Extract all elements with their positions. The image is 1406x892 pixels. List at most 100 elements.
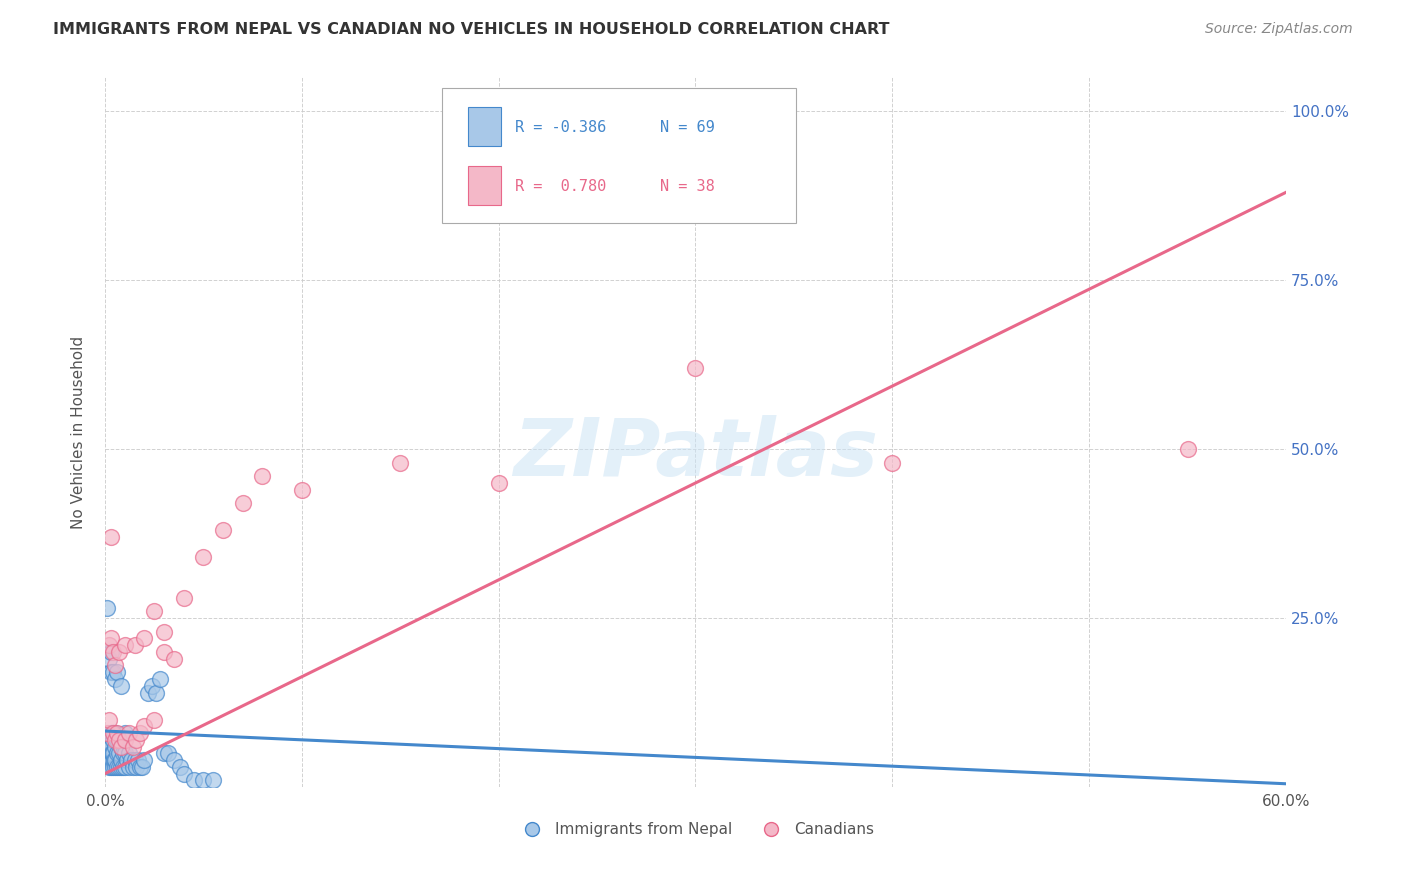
- Point: [100, 645, 122, 659]
- Point: [183, 773, 205, 788]
- Text: N = 38: N = 38: [659, 178, 714, 194]
- Point: [134, 632, 156, 646]
- Point: [153, 747, 176, 761]
- Point: [124, 638, 146, 652]
- Point: [169, 760, 191, 774]
- Point: [212, 524, 235, 538]
- Point: [202, 773, 225, 788]
- Point: [291, 483, 314, 497]
- Point: [117, 726, 139, 740]
- Point: [105, 760, 128, 774]
- Point: [104, 658, 127, 673]
- Point: [153, 645, 176, 659]
- Point: [100, 760, 122, 774]
- Point: [143, 713, 166, 727]
- Point: [110, 679, 132, 693]
- Point: [101, 753, 124, 767]
- Point: [141, 679, 163, 693]
- Point: [104, 726, 127, 740]
- Point: [104, 672, 127, 686]
- Point: [143, 604, 166, 618]
- Point: [127, 753, 149, 767]
- Point: [97, 760, 120, 774]
- Point: [97, 732, 120, 747]
- Point: [145, 685, 167, 699]
- Point: [101, 747, 124, 761]
- Point: [114, 760, 136, 774]
- Point: [97, 638, 120, 652]
- Point: [173, 766, 195, 780]
- Point: [134, 753, 156, 767]
- Point: [98, 739, 121, 754]
- Point: [110, 739, 132, 754]
- FancyBboxPatch shape: [441, 88, 796, 223]
- Point: [173, 591, 195, 605]
- Point: [129, 760, 152, 774]
- Point: [101, 732, 124, 747]
- Point: [104, 760, 127, 774]
- Point: [193, 550, 215, 565]
- Point: [98, 753, 121, 767]
- Point: [131, 760, 153, 774]
- Text: ZIPatlas: ZIPatlas: [513, 415, 877, 492]
- Point: [110, 753, 132, 767]
- Point: [101, 760, 124, 774]
- Point: [117, 760, 139, 774]
- Point: [149, 672, 172, 686]
- Text: Source: ZipAtlas.com: Source: ZipAtlas.com: [1205, 22, 1353, 37]
- Point: [121, 739, 143, 754]
- Point: [105, 665, 128, 680]
- Point: [107, 747, 129, 761]
- Point: [163, 753, 186, 767]
- Point: [96, 601, 118, 615]
- Point: [107, 760, 129, 774]
- Point: [107, 732, 129, 747]
- Point: [153, 624, 176, 639]
- Y-axis label: No Vehicles in Household: No Vehicles in Household: [72, 335, 86, 529]
- Point: [107, 645, 129, 659]
- Point: [115, 753, 138, 767]
- Text: N = 69: N = 69: [659, 120, 714, 135]
- Point: [156, 747, 179, 761]
- Point: [101, 747, 124, 761]
- Point: [136, 685, 159, 699]
- Point: [104, 753, 127, 767]
- FancyBboxPatch shape: [468, 166, 501, 205]
- Point: [134, 719, 156, 733]
- Legend: Immigrants from Nepal, Canadians: Immigrants from Nepal, Canadians: [512, 816, 880, 843]
- Point: [97, 747, 120, 761]
- Point: [252, 469, 274, 483]
- Point: [124, 753, 146, 767]
- Point: [110, 760, 132, 774]
- Point: [97, 739, 120, 754]
- Point: [100, 747, 122, 761]
- Point: [97, 713, 120, 727]
- Point: [882, 456, 904, 470]
- Point: [94, 743, 117, 757]
- Point: [100, 632, 122, 646]
- Point: [117, 747, 139, 761]
- Point: [121, 760, 143, 774]
- Point: [104, 739, 127, 754]
- Point: [104, 732, 127, 747]
- Point: [111, 760, 134, 774]
- Point: [232, 496, 254, 510]
- Point: [97, 753, 120, 767]
- Point: [193, 773, 215, 788]
- Point: [488, 475, 510, 490]
- Point: [389, 456, 412, 470]
- Point: [125, 732, 148, 747]
- Point: [110, 739, 132, 754]
- Text: R = -0.386: R = -0.386: [515, 120, 606, 135]
- Point: [100, 726, 122, 740]
- Point: [114, 726, 136, 740]
- Point: [97, 651, 120, 665]
- Point: [129, 726, 152, 740]
- Point: [114, 732, 136, 747]
- Point: [96, 726, 118, 740]
- Point: [114, 747, 136, 761]
- Point: [111, 747, 134, 761]
- Point: [1177, 442, 1199, 457]
- Point: [101, 665, 124, 680]
- Point: [96, 732, 118, 747]
